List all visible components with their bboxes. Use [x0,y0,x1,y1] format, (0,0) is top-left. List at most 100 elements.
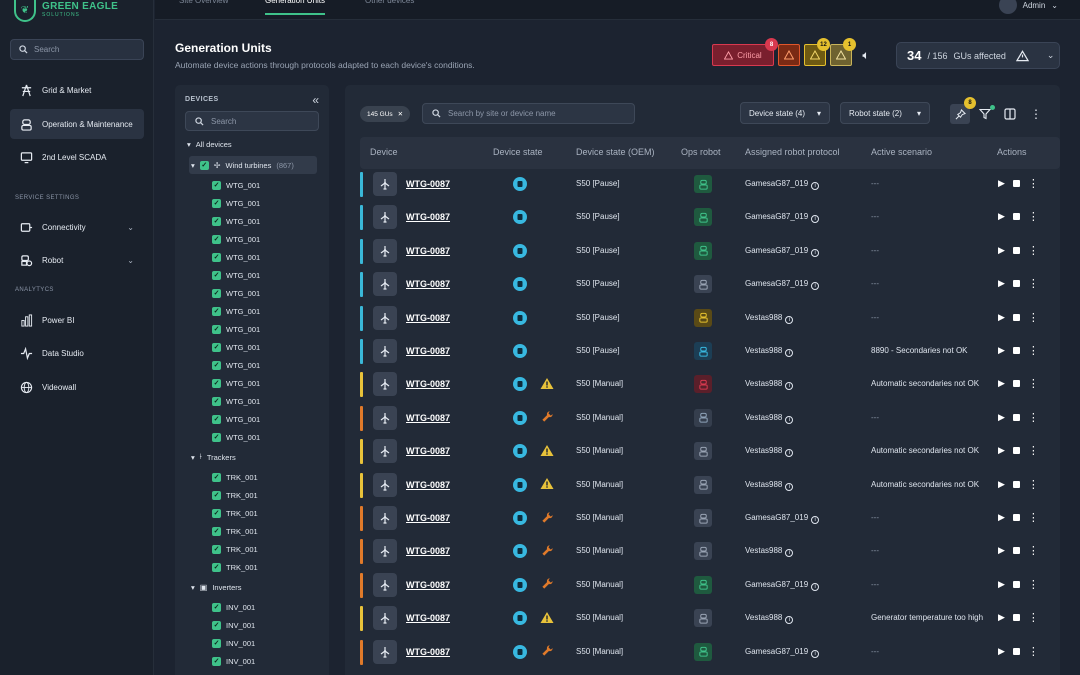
stop-icon[interactable] [1012,614,1020,622]
tree-item[interactable]: ✓ WTG_001 [212,410,260,428]
tree-item[interactable]: ✓ TRK_001 [212,468,258,486]
device-search-input[interactable]: Search by site or device name [422,103,635,124]
play-icon[interactable]: ▶ [998,578,1005,589]
ops-robot-icon[interactable] [694,208,712,227]
ops-robot-icon[interactable] [694,241,712,260]
item-checkbox[interactable]: ✓ [212,432,221,442]
more-options-icon[interactable]: ⋮ [1027,612,1039,625]
table-row[interactable]: WTG-0087 S50 [Manual] GamesaG87_019 i --- ▶ ⋮ [360,502,1060,535]
tree-all-devices[interactable]: ▾ All devices [187,135,232,153]
filter-button[interactable] [975,104,995,124]
stop-icon[interactable] [1012,547,1020,555]
ops-robot-icon[interactable] [694,442,712,461]
more-options-icon[interactable]: ⋮ [1027,578,1039,591]
col-ops-robot[interactable]: Ops robot [681,147,721,157]
tree-item[interactable]: ✓ INV_001 [212,598,255,616]
item-checkbox[interactable]: ✓ [212,508,221,518]
play-icon[interactable]: ▶ [998,244,1005,255]
more-options-icon[interactable]: ⋮ [1027,545,1039,558]
device-link[interactable]: WTG-0087 [406,346,451,356]
item-checkbox[interactable]: ✓ [212,544,221,554]
stop-icon[interactable] [1012,246,1020,254]
stop-icon[interactable] [1012,447,1020,455]
device-link[interactable]: WTG-0087 [406,379,451,390]
ops-robot-icon[interactable] [694,175,712,193]
nav-connectivity[interactable]: Connectivity ⌄ [10,212,144,242]
col-device-state[interactable]: Device state [493,147,543,157]
table-row[interactable]: WTG-0087 S50 [Manual] GamesaG87_019 i --- ▶ ⋮ [360,636,1060,669]
device-link[interactable]: WTG-0087 [406,245,451,256]
ops-robot-icon[interactable] [694,642,712,661]
tree-item[interactable]: ✓ WTG_001 [212,176,260,194]
table-row[interactable]: WTG-0087 S50 [Pause] GamesaG87_019 i --- ▶ ⋮ [360,201,1060,234]
table-row[interactable]: WTG-0087 S50 [Manual] Vestas988 i Generator … [360,602,1060,635]
item-checkbox[interactable]: ✓ [212,378,221,388]
item-checkbox[interactable]: ✓ [212,490,221,500]
more-options-icon[interactable]: ⋮ [1027,512,1039,524]
more-options-icon[interactable]: ⋮ [1027,278,1039,291]
play-icon[interactable]: ▶ [998,378,1005,389]
play-icon[interactable]: ▶ [998,411,1005,422]
stop-icon[interactable] [1012,480,1020,488]
tree-search-input[interactable]: Search [185,111,319,131]
item-checkbox[interactable]: ✓ [212,562,221,572]
play-icon[interactable]: ▶ [998,612,1005,623]
high-alert-button[interactable] [778,44,800,66]
col-device-state-oem[interactable]: Device state (OEM) [576,147,655,157]
critical-alert-button[interactable]: Critical 8 [712,38,778,66]
device-link[interactable]: WTG-0087 [406,513,451,523]
info-icon[interactable]: i [811,649,820,658]
table-row[interactable]: WTG-0087 S50 [Pause] Vestas988 i 8890 - Seco… [360,335,1060,368]
col-assigned-protocol[interactable]: Assigned robot protocol [745,147,840,157]
item-checkbox[interactable]: ✓ [212,252,221,262]
stop-icon[interactable] [1012,313,1020,321]
info-icon[interactable]: i [785,415,794,424]
more-options-icon[interactable]: ⋮ [1027,478,1039,491]
device-state-select[interactable]: Device state (4) ▾ [740,102,830,124]
item-checkbox[interactable]: ✓ [212,198,221,208]
item-checkbox[interactable]: ✓ [212,288,221,298]
device-link[interactable]: WTG-0087 [406,546,451,557]
play-icon[interactable]: ▶ [998,445,1005,456]
table-row[interactable]: WTG-0087 S50 [Pause] Vestas988 i --- ▶ ⋮ [360,302,1060,335]
table-row[interactable]: WTG-0087 S50 [Manual] Vestas988 i --- ▶ ⋮ [360,535,1060,568]
more-options-icon[interactable]: ⋮ [1027,244,1039,257]
table-row[interactable]: WTG-0087 S50 [Manual] Vestas988 i Automatic … [360,435,1060,468]
nav-robot[interactable]: Robot ⌄ [10,245,144,275]
more-options-icon[interactable]: ⋮ [1027,645,1039,658]
tree-item[interactable]: ✓ WTG_001 [212,212,260,230]
item-checkbox[interactable]: ✓ [212,234,221,244]
device-link[interactable]: WTG-0087 [406,412,451,423]
more-options-icon[interactable]: ⋮ [1030,107,1042,121]
medium-alert-button[interactable]: 12 [804,38,830,66]
sound-icon[interactable]: 🔈︎ [862,47,870,62]
ops-robot-icon[interactable] [694,408,712,427]
play-icon[interactable]: ▶ [998,512,1005,522]
play-icon[interactable]: ▶ [998,345,1005,355]
tree-group[interactable]: ▾ ✓ ✢ Wind turbines (867) [189,156,317,174]
item-checkbox[interactable]: ✓ [212,602,221,612]
tree-group[interactable]: ▾ ⟊ Trackers [191,448,236,466]
col-device[interactable]: Device [370,147,398,157]
device-link[interactable]: WTG-0087 [406,212,451,223]
device-link[interactable]: WTG-0087 [406,579,451,590]
play-icon[interactable]: ▶ [998,211,1005,222]
low-alert-button[interactable]: 1 [830,38,856,66]
tree-item[interactable]: ✓ WTG_001 [212,194,260,212]
columns-button[interactable] [1000,104,1020,124]
device-link[interactable]: WTG-0087 [406,479,451,490]
info-icon[interactable]: i [811,282,820,291]
play-icon[interactable]: ▶ [998,545,1005,556]
collapse-panel-icon[interactable]: « [312,93,319,107]
stop-icon[interactable] [1012,413,1020,421]
group-checkbox[interactable]: ✓ [199,160,209,170]
tree-item[interactable]: ✓ WTG_001 [212,392,260,410]
tab-site-overview[interactable]: Site Overview [179,0,229,5]
more-options-icon[interactable]: ⋮ [1027,178,1039,190]
sidebar-search-input[interactable]: Search [10,39,144,60]
stop-icon[interactable] [1012,213,1020,221]
item-checkbox[interactable]: ✓ [212,360,221,370]
tree-item[interactable]: ✓ TRK_001 [212,522,258,540]
gus-affected-summary[interactable]: 34 / 156 GUs affected ⌄ [896,42,1060,69]
ops-robot-icon[interactable] [694,575,712,594]
